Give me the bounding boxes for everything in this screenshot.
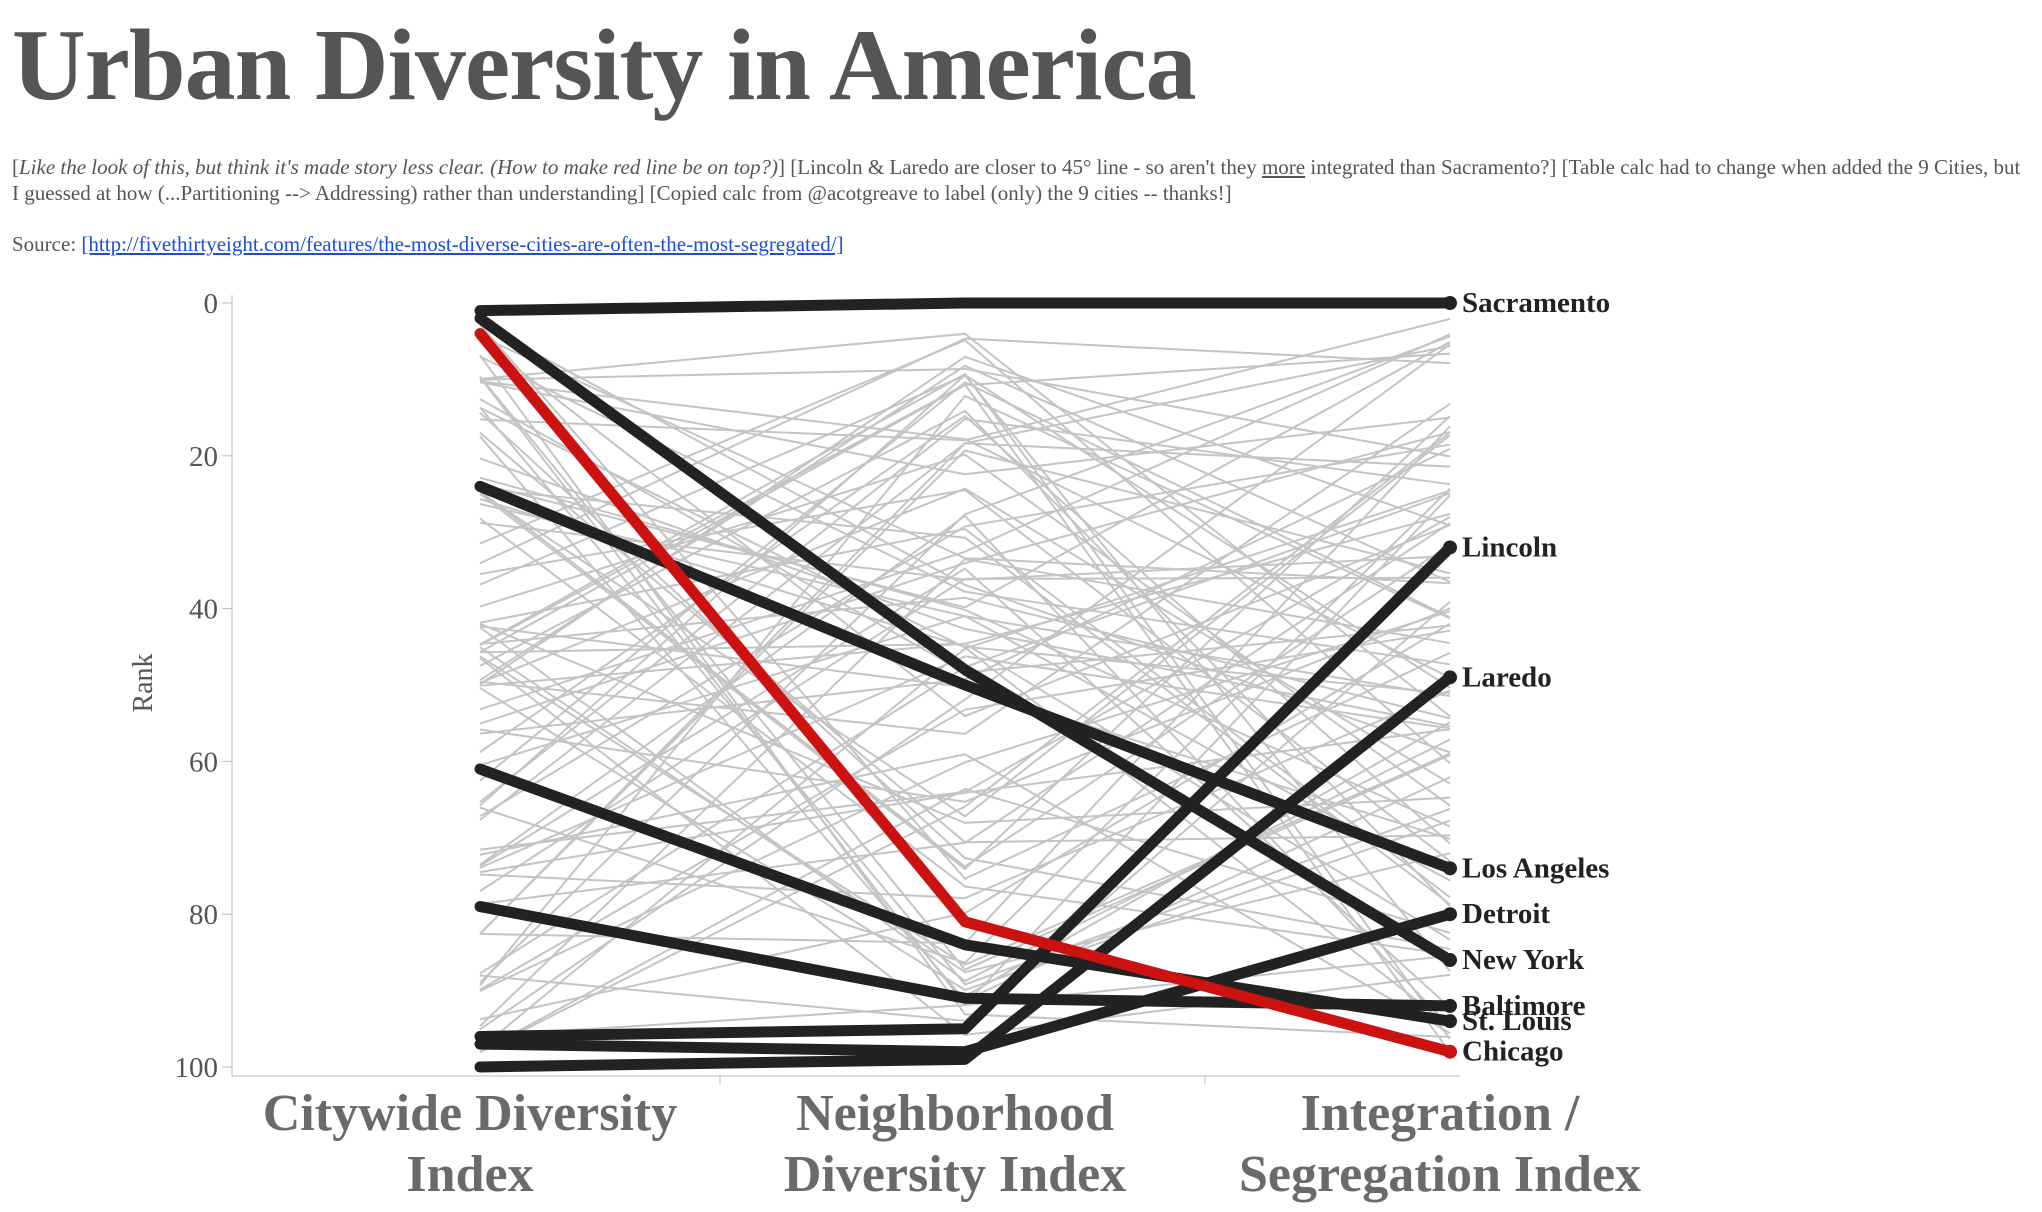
- y-tick-label: 100: [175, 1052, 219, 1084]
- context-line: [479, 487, 1451, 964]
- y-tick-label: 60: [189, 746, 218, 778]
- context-line: [479, 626, 1451, 983]
- context-line: [479, 367, 1451, 458]
- city-label-new-york: New York: [1462, 944, 1585, 976]
- y-axis-title: Rank: [128, 653, 159, 712]
- context-line: [479, 338, 1451, 764]
- series-line-chicago[interactable]: [474, 328, 1456, 1058]
- end-point-lincoln: [1443, 540, 1457, 555]
- end-point-detroit: [1443, 907, 1457, 922]
- context-line: [479, 338, 1451, 718]
- context-line: [479, 333, 1451, 711]
- note-text-1: ] [Lincoln & Laredo are closer to 45° li…: [778, 155, 1262, 179]
- source-label: Source:: [12, 232, 82, 256]
- context-line: [479, 607, 1451, 803]
- note-text-2: integrated than Sacramento?] [Table calc…: [12, 155, 2021, 205]
- context-line: [479, 600, 1451, 1022]
- context-line: [479, 442, 1451, 821]
- context-line: [479, 381, 1451, 782]
- context-line: [479, 343, 1451, 1031]
- series-line-new-york[interactable]: [474, 312, 1456, 966]
- context-line: [479, 753, 1451, 1035]
- context-line: [479, 487, 1451, 905]
- source-link[interactable]: [http://fivethirtyeight.com/features/the…: [81, 232, 844, 256]
- series-line-detroit[interactable]: [474, 908, 1456, 1058]
- category-label: Neighborhood Diversity Index: [784, 1085, 1126, 1203]
- context-line: [479, 431, 1451, 1054]
- context-line: [479, 689, 1451, 900]
- annotation-note: [Like the look of this, but think it's m…: [12, 155, 2021, 205]
- context-line: [479, 610, 1451, 992]
- city-label-st-louis: St. Louis: [1462, 1005, 1572, 1037]
- city-label-chicago: Chicago: [1462, 1036, 1564, 1068]
- context-line: [479, 528, 1451, 899]
- axis-layer: 0 20 40 60 80 100 Rank: [128, 288, 1460, 1084]
- city-label-sacramento: Sacramento: [1462, 287, 1610, 319]
- context-line: [479, 954, 1451, 1037]
- series-line-los-angeles[interactable]: [474, 480, 1456, 874]
- series-line-lincoln[interactable]: [474, 541, 1456, 1042]
- y-tick-label: 40: [189, 594, 218, 626]
- end-point-new-york: [1443, 953, 1457, 968]
- category-label: Citywide Diversity Index: [263, 1085, 677, 1203]
- y-tick-label: 20: [189, 441, 218, 473]
- context-line: [479, 522, 1451, 905]
- city-label-detroit: Detroit: [1462, 898, 1550, 930]
- end-point-baltimore: [1443, 998, 1457, 1013]
- end-point-laredo: [1443, 670, 1457, 685]
- context-line: [479, 381, 1451, 476]
- context-line: [479, 337, 1451, 565]
- chart-title: Urban Diversity in America: [12, 9, 1197, 122]
- context-line: [479, 488, 1451, 862]
- context-line: [479, 596, 1451, 720]
- source-line: Source: [http://fivethirtyeight.com/feat…: [12, 232, 844, 257]
- context-line: [479, 332, 1451, 718]
- context-line: [479, 431, 1451, 725]
- category-label: Integration / Segregation Index: [1239, 1085, 1641, 1203]
- context-line: [479, 394, 1451, 987]
- context-line: [479, 622, 1451, 1021]
- context-line: [479, 443, 1451, 818]
- context-line: [479, 364, 1451, 682]
- series-line-st-louis[interactable]: [474, 763, 1456, 1027]
- context-line: [479, 514, 1451, 1028]
- context-line: [479, 323, 1451, 880]
- city-label-lincoln: Lincoln: [1462, 531, 1557, 563]
- city-labels: Sacramento Lincoln Laredo Los Angeles Detroi…: [1462, 287, 1610, 1068]
- context-line: [479, 487, 1451, 785]
- end-point-chicago: [1443, 1044, 1457, 1059]
- end-point-los-angeles: [1443, 861, 1457, 876]
- context-line: [479, 490, 1451, 868]
- series-line-sacramento[interactable]: [474, 297, 1456, 317]
- context-line: [479, 646, 1451, 974]
- highlight-lines: [474, 296, 1457, 1073]
- note-underlined: more: [1261, 155, 1306, 179]
- y-tick-label: 80: [189, 899, 218, 931]
- note-italic: Like the look of this, but think it's ma…: [19, 155, 779, 179]
- category-labels: Citywide Diversity Index Neighborhood Diver…: [263, 1085, 1641, 1203]
- end-point-sacramento: [1443, 296, 1457, 310]
- city-label-laredo: Laredo: [1462, 661, 1552, 693]
- city-label-los-angeles: Los Angeles: [1462, 852, 1609, 884]
- context-line: [479, 787, 1451, 1053]
- context-line: [479, 411, 1451, 950]
- context-line: [479, 380, 1451, 679]
- city-label-baltimore: Baltimore: [1462, 990, 1586, 1022]
- context-line: [479, 449, 1451, 935]
- context-line: [479, 655, 1451, 966]
- context-line: [479, 629, 1451, 991]
- context-line: [479, 403, 1451, 735]
- context-line: [479, 322, 1451, 754]
- context-line: [479, 521, 1451, 581]
- y-tick-label: 0: [204, 288, 219, 320]
- end-point-st-louis: [1443, 1014, 1457, 1029]
